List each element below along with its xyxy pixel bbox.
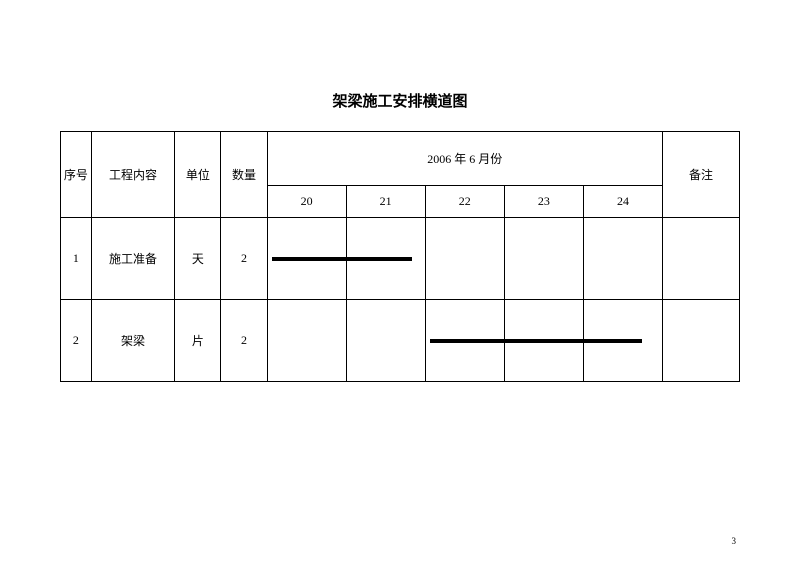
header-row-1: 序号 工程内容 单位 数量 2006 年 6 月份 备注 [61, 132, 740, 186]
th-day-21: 21 [346, 186, 425, 218]
cell-qty: 2 [221, 300, 267, 382]
gantt-cell [425, 218, 504, 300]
th-work: 工程内容 [91, 132, 175, 218]
gantt-cell [504, 300, 583, 382]
cell-work: 架梁 [91, 300, 175, 382]
table-row: 1 施工准备 天 2 [61, 218, 740, 300]
cell-seq: 2 [61, 300, 92, 382]
gantt-cell [267, 218, 346, 300]
th-notes: 备注 [663, 132, 740, 218]
cell-unit: 片 [175, 300, 221, 382]
table-row: 2 架梁 片 2 [61, 300, 740, 382]
gantt-cell [346, 300, 425, 382]
cell-seq: 1 [61, 218, 92, 300]
th-unit: 单位 [175, 132, 221, 218]
gantt-cell [583, 300, 662, 382]
th-day-24: 24 [583, 186, 662, 218]
gantt-cell [583, 218, 662, 300]
gantt-cell [504, 218, 583, 300]
cell-notes [663, 218, 740, 300]
th-day-20: 20 [267, 186, 346, 218]
cell-work: 施工准备 [91, 218, 175, 300]
th-day-23: 23 [504, 186, 583, 218]
gantt-cell [425, 300, 504, 382]
page-number: 3 [732, 536, 737, 546]
th-seq: 序号 [61, 132, 92, 218]
th-month: 2006 年 6 月份 [267, 132, 662, 186]
chart-title: 架梁施工安排横道图 [60, 90, 740, 111]
gantt-cell [346, 218, 425, 300]
gantt-cell [267, 300, 346, 382]
gantt-table: 序号 工程内容 单位 数量 2006 年 6 月份 备注 20 21 22 23… [60, 131, 740, 382]
cell-notes [663, 300, 740, 382]
cell-qty: 2 [221, 218, 267, 300]
th-day-22: 22 [425, 186, 504, 218]
cell-unit: 天 [175, 218, 221, 300]
th-qty: 数量 [221, 132, 267, 218]
